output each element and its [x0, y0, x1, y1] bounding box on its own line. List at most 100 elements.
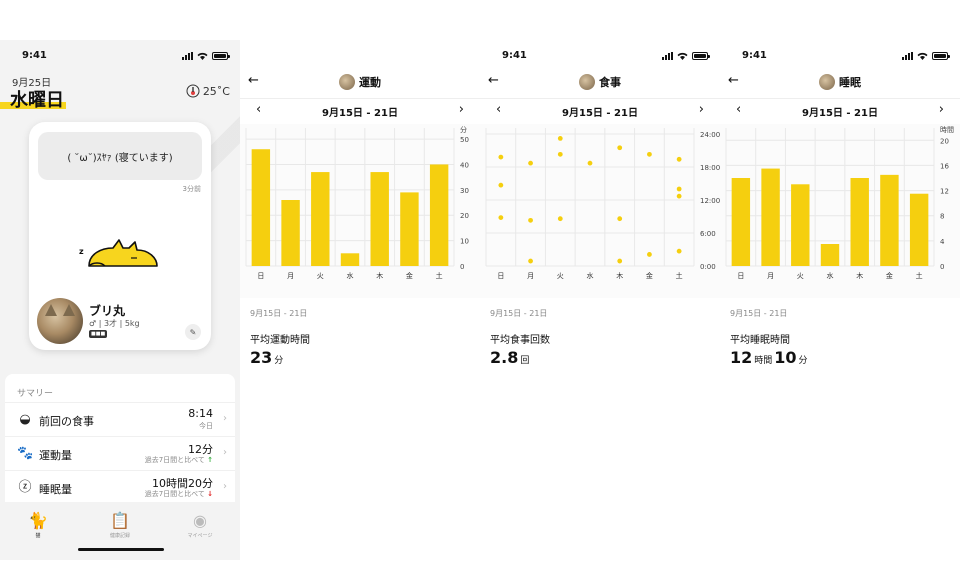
y-tick-label: 10 — [460, 238, 469, 246]
bar — [281, 200, 300, 266]
next-week-button[interactable]: › — [698, 102, 704, 117]
back-arrow-icon[interactable]: ← — [488, 73, 499, 88]
y-tick-label: 12:00 — [700, 197, 720, 205]
cat-icon: 🐈 — [28, 511, 48, 530]
sleeping-cat-illustration: z — [79, 239, 158, 267]
scatter-point — [617, 145, 623, 151]
signal-icon — [662, 52, 673, 60]
scatter-point — [676, 156, 682, 162]
pet-avatar[interactable] — [37, 298, 83, 344]
bar — [761, 168, 780, 266]
summary-row-exercise[interactable]: 🐾 運動量 12分 過去7日間と比べて ↑ › — [5, 436, 235, 469]
home-screen: 9:41 9月25日 水曜日 25˚C ( ˘ω˘)ｽﾔｧ (寝ています) 3分… — [0, 40, 240, 560]
x-tick-label: 日 — [497, 272, 504, 280]
y-tick-label: 12 — [940, 188, 949, 196]
y-tick-label: 20 — [940, 137, 949, 145]
battery-icon — [692, 52, 710, 60]
pencil-icon: ✎ — [189, 327, 197, 337]
scatter-point — [528, 258, 533, 264]
x-tick-label: 火 — [557, 272, 564, 280]
page-title: 食事 — [480, 74, 720, 90]
pet-avatar-small — [819, 74, 835, 90]
chevron-right-icon: › — [223, 413, 227, 424]
stat-label: 平均睡眠時間 — [730, 335, 790, 346]
status-bar: 9:41 — [0, 50, 240, 64]
next-week-button[interactable]: › — [458, 102, 464, 117]
scatter-point — [647, 151, 652, 157]
tab-label: 猫 — [35, 533, 41, 539]
summary-row-sub: 過去7日間と比べて ↑ — [144, 456, 213, 464]
chevron-right-icon: › — [223, 481, 227, 492]
summary-row-label: 運動量 — [39, 449, 72, 462]
status-bar: 9:41 — [720, 50, 960, 64]
y-tick-label: 8 — [940, 213, 944, 221]
tab-mypage[interactable]: ◉ マイページ — [180, 512, 220, 540]
scatter-point — [587, 160, 593, 166]
signal-icon — [182, 52, 193, 60]
scatter-point — [647, 252, 652, 257]
y-tick-label: 0 — [460, 263, 464, 271]
cat-status-card[interactable]: ( ˘ω˘)ｽﾔｧ (寝ています) 3分前 z ブリ丸 ♂ | 3才 | 5kg… — [29, 122, 211, 350]
y-tick-label: 20 — [460, 212, 469, 220]
status-time: 9:41 — [742, 50, 767, 61]
status-time: 9:41 — [502, 50, 527, 61]
scatter-point — [676, 186, 682, 192]
stat-value: 2.8 回 — [490, 348, 530, 367]
tab-health-record[interactable]: 📋 健康記録 — [100, 512, 140, 540]
stat-range: 9月15日 - 21日 — [490, 309, 548, 318]
y-tick-label: 16 — [940, 162, 949, 170]
summary-row-sub: 過去7日間と比べて ↓ — [144, 490, 213, 498]
svg-text:z: z — [79, 247, 84, 256]
next-week-button[interactable]: › — [938, 102, 944, 117]
summary-panel: サマリー ◒ 前回の食事 8:14 今日 › 🐾 運動量 12分 過去7日間と比… — [5, 374, 235, 514]
scatter-point — [498, 182, 504, 188]
week-navigator: ‹ 9月15日 - 21日 › — [240, 98, 480, 122]
sleep-icon: ⓩ — [18, 480, 32, 495]
wifi-icon — [197, 52, 208, 60]
scatter-point — [557, 216, 563, 222]
bar — [340, 253, 360, 266]
y-tick-label: 4 — [940, 238, 945, 246]
prev-week-button[interactable]: ‹ — [256, 102, 262, 117]
back-arrow-icon[interactable]: ← — [248, 73, 259, 88]
wifi-icon — [917, 52, 928, 60]
trend-down-icon: ↓ — [207, 490, 213, 498]
prev-week-button[interactable]: ‹ — [496, 102, 502, 117]
x-tick-label: 木 — [376, 271, 383, 280]
status-bar: 9:41 — [480, 50, 720, 64]
meal-screen: 9:41 ← 食事 ‹ 9月15日 - 21日 › 0:00 6:00 12:00 1… — [480, 40, 720, 560]
tab-label: 健康記録 — [109, 533, 130, 539]
x-tick-label: 火 — [317, 272, 324, 280]
scatter-point — [498, 215, 504, 220]
pet-tag: ■■■ — [89, 330, 108, 338]
page-title: 運動 — [240, 74, 480, 90]
battery-icon — [932, 52, 950, 60]
back-arrow-icon[interactable]: ← — [728, 73, 739, 88]
stat-block: 9月15日 - 21日 平均運動時間 23 分 — [250, 308, 310, 367]
y-tick-label: 0:00 — [700, 263, 716, 271]
status-time-ago: 3分前 — [182, 185, 201, 193]
stat-value: 12 時間 10 分 — [730, 348, 808, 367]
x-tick-label: 日 — [737, 272, 744, 280]
pet-avatar-small — [339, 74, 355, 90]
summary-row-sub: 今日 — [199, 422, 213, 430]
y-tick-label: 30 — [460, 187, 469, 195]
bar — [820, 244, 840, 266]
weather-widget: 25˚C — [186, 84, 230, 98]
prev-week-button[interactable]: ‹ — [736, 102, 742, 117]
y-tick-label: 50 — [460, 136, 469, 144]
y-tick-label: 24:00 — [700, 131, 720, 139]
summary-row-label: 睡眠量 — [39, 483, 72, 496]
edit-pet-button[interactable]: ✎ — [185, 324, 201, 340]
week-range: 9月15日 - 21日 — [322, 108, 398, 119]
summary-row-value: 10時間20分 — [152, 477, 213, 490]
summary-row-sleep[interactable]: ⓩ 睡眠量 10時間20分 過去7日間と比べて ↓ › — [5, 470, 235, 503]
x-tick-label: 土 — [676, 271, 683, 280]
tab-cat[interactable]: 🐈 猫 — [18, 511, 58, 540]
status-time: 9:41 — [22, 50, 47, 61]
bar — [251, 149, 271, 266]
exercise-bar-chart: 0 10 20 30 40 50 分日 月 火 水 木 金 土 — [245, 125, 469, 280]
summary-row-meal[interactable]: ◒ 前回の食事 8:14 今日 › — [5, 402, 235, 435]
x-tick-label: 日 — [257, 272, 264, 280]
home-indicator — [78, 548, 164, 551]
